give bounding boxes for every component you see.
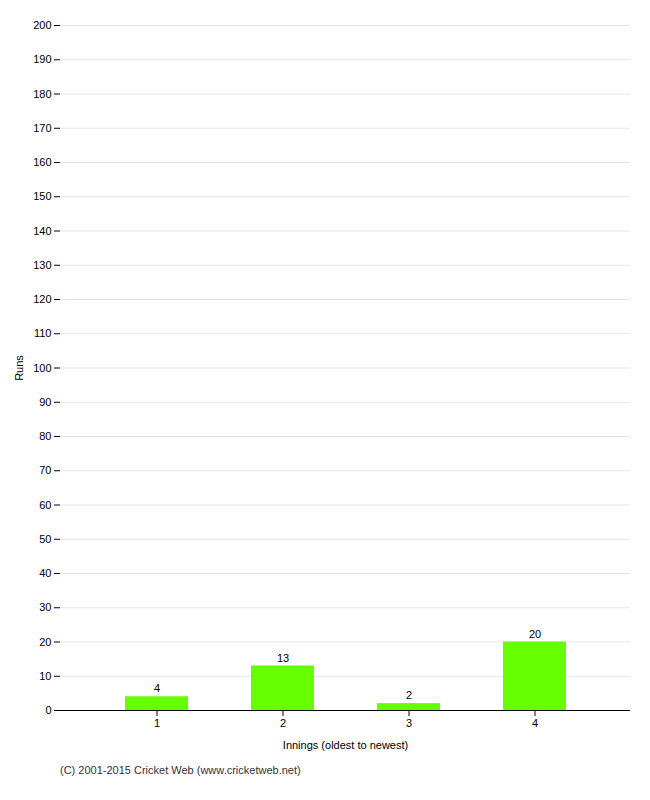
svg-text:80: 80: [39, 430, 51, 442]
svg-text:200: 200: [33, 19, 51, 31]
svg-text:4: 4: [532, 717, 538, 729]
svg-text:160: 160: [33, 156, 51, 168]
svg-text:50: 50: [39, 533, 51, 545]
svg-text:180: 180: [33, 88, 51, 100]
svg-text:130: 130: [33, 259, 51, 271]
svg-text:13: 13: [277, 651, 289, 663]
svg-text:Innings (oldest to newest): Innings (oldest to newest): [283, 739, 408, 751]
svg-text:2: 2: [406, 689, 412, 701]
svg-text:70: 70: [39, 464, 51, 476]
svg-text:20: 20: [529, 628, 541, 640]
svg-text:170: 170: [33, 122, 51, 134]
svg-text:120: 120: [33, 293, 51, 305]
svg-text:0: 0: [45, 704, 51, 716]
svg-text:150: 150: [33, 190, 51, 202]
svg-text:90: 90: [39, 396, 51, 408]
svg-text:100: 100: [33, 362, 51, 374]
svg-text:2: 2: [280, 717, 286, 729]
svg-text:30: 30: [39, 601, 51, 613]
svg-text:20: 20: [39, 636, 51, 648]
svg-text:3: 3: [406, 717, 412, 729]
svg-text:190: 190: [33, 53, 51, 65]
html-text:(C) 2001-2015 Cricket Web (www: (C) 2001-2015 Cricket Web (www.cricketwe…: [60, 764, 301, 776]
svg-text:4: 4: [154, 682, 160, 694]
svg-text:110: 110: [34, 327, 52, 339]
svg-text:Runs: Runs: [13, 355, 25, 381]
svg-text:1: 1: [154, 717, 160, 729]
svg-text:10: 10: [39, 670, 51, 682]
svg-text:140: 140: [33, 225, 51, 237]
svg-text:40: 40: [39, 567, 51, 579]
svg-text:60: 60: [39, 499, 51, 511]
